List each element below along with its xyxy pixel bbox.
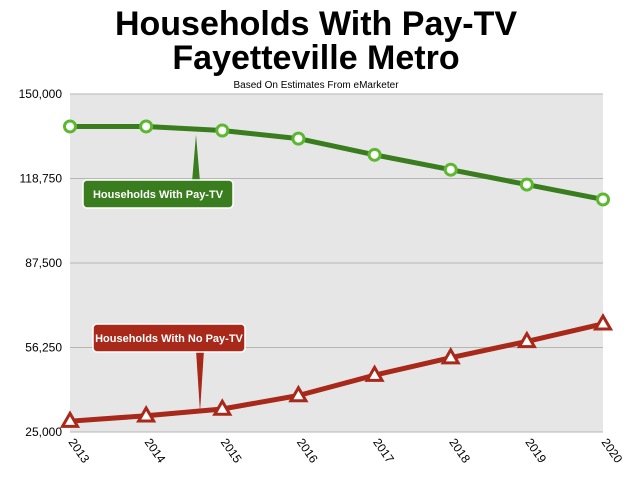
no-pay-tv-data-point	[364, 364, 385, 382]
pay-tv-data-point	[291, 131, 306, 146]
y-tick-label: 118,750	[20, 172, 63, 186]
y-tick-label: 25,000	[25, 425, 62, 439]
chart-title-line-1: Households With Pay-TV	[114, 5, 518, 43]
series-line-1	[67, 123, 606, 202]
no-pay-tv-data-point	[440, 346, 461, 365]
pay-tv-callout-text: Households With Pay-TV	[93, 189, 224, 201]
pay-tv-callout-pointer	[192, 134, 200, 182]
no-pay-tv-data-point	[212, 398, 233, 416]
x-tick-label: 2014	[142, 436, 169, 466]
x-tick-label: 2013	[66, 436, 93, 466]
series-line-2	[67, 321, 606, 424]
x-tick-label: 2020	[599, 436, 626, 466]
y-tick-label: 87,500	[25, 256, 62, 270]
pay-tv-data-point	[63, 119, 77, 134]
no-pay-tv-callout-text: Households With No Pay-TV	[95, 333, 243, 345]
pay-tv-data-point	[443, 162, 458, 177]
chart-subtitle: Based On Estimates From eMarketer	[233, 80, 399, 91]
no-pay-tv-data-point	[288, 384, 309, 403]
no-pay-tv-data-point	[592, 313, 614, 331]
x-tick-label: 2015	[218, 436, 245, 466]
no-pay-tv-data-point	[516, 330, 537, 349]
no-pay-tv-data-point	[59, 410, 81, 428]
x-tick-label: 2018	[446, 436, 473, 466]
no-pay-tv-data-point	[136, 404, 157, 423]
pay-tv-data-point	[596, 192, 610, 207]
pay-tv-data-point	[139, 119, 154, 134]
pay-tv-callout-box	[82, 179, 234, 209]
chart-title-line-2: Fayetteville Metro	[172, 39, 460, 77]
x-tick-label: 2016	[294, 436, 321, 466]
x-tick-label: 2017	[370, 436, 397, 466]
x-tick-label: 2019	[522, 436, 549, 466]
pay-tv-data-point	[215, 123, 230, 138]
no-pay-tv-callout-pointer	[196, 350, 204, 412]
y-tick-label: 56,250	[25, 341, 62, 355]
no-pay-tv-callout-box	[92, 323, 246, 353]
pay-tv-data-point	[367, 147, 382, 162]
y-tick-label: 150,000	[19, 87, 63, 101]
pay-tv-data-point	[519, 177, 534, 192]
